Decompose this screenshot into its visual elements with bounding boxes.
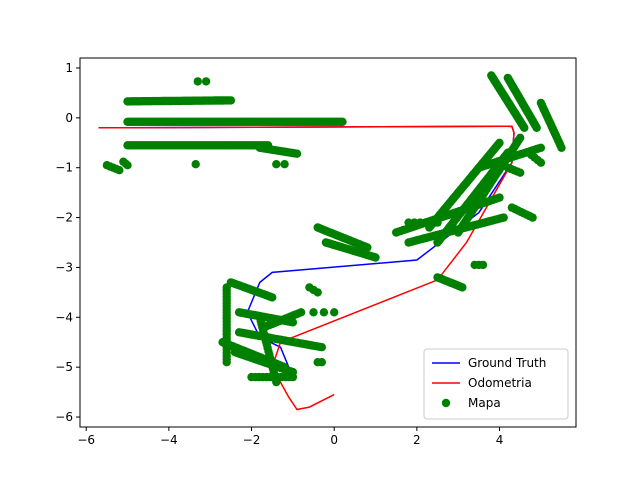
scatter-point: [226, 96, 236, 105]
scatter-point: [433, 218, 442, 227]
scatter-point: [478, 260, 488, 270]
y-tick-label: −2: [55, 211, 73, 225]
scatter-point: [296, 308, 306, 317]
y-tick-label: 0: [65, 111, 73, 125]
scatter-point: [416, 218, 425, 227]
scatter-point: [536, 143, 546, 152]
x-tick-label: 0: [330, 433, 338, 447]
scatter-point: [319, 308, 329, 317]
legend-swatch-mapa: [441, 398, 451, 408]
x-tick-label: −4: [160, 433, 178, 447]
series-line-odometria: [98, 125, 515, 411]
scatter-point: [115, 166, 124, 175]
scatter-point: [528, 213, 537, 222]
scatter-point: [280, 160, 289, 169]
x-tick-label: 4: [496, 433, 504, 447]
y-tick-label: −5: [55, 360, 73, 374]
axis-ticks: −6 −4 −2 0 2 4 1 0 −1 −2 −3 −4 −5 −6: [55, 61, 503, 447]
legend-label-ground-truth: Ground Truth: [468, 356, 546, 370]
legend-label-odometria: Odometria: [468, 376, 532, 390]
scatter-point: [313, 288, 322, 297]
scatter-point: [557, 143, 566, 152]
scatter-point: [458, 283, 467, 292]
x-tick-label: −2: [243, 433, 261, 447]
y-tick-label: −1: [55, 161, 73, 175]
scatter-point: [193, 77, 202, 86]
series-scatter-mapa: [102, 71, 566, 387]
scatter-point: [495, 138, 504, 147]
y-tick-label: −3: [55, 260, 73, 274]
scatter-point: [404, 218, 413, 227]
scatter-point: [272, 160, 281, 169]
scatter-point: [201, 77, 211, 86]
scatter-point: [532, 123, 541, 132]
legend: Ground Truth Odometria Mapa: [423, 348, 569, 420]
scatter-point: [292, 149, 302, 158]
x-tick-label: −6: [77, 433, 95, 447]
scatter-point: [363, 243, 372, 252]
axes-frame: [79, 57, 577, 428]
y-tick-label: −6: [55, 410, 73, 424]
scatter-point: [516, 133, 525, 142]
scatter-point: [410, 218, 419, 227]
scatter-point: [499, 213, 508, 222]
scatter-point: [330, 308, 339, 317]
x-tick-label: 2: [413, 433, 421, 447]
scatter-point: [222, 358, 231, 367]
scatter-point: [191, 160, 200, 169]
scatter-point: [123, 161, 132, 170]
y-tick-label: −4: [55, 310, 73, 324]
scatter-point: [495, 193, 504, 202]
scatter-point: [338, 117, 347, 127]
scatter-point: [288, 372, 298, 382]
scatter-point: [371, 253, 380, 262]
scatter-point: [516, 168, 525, 177]
scatter-point: [427, 218, 436, 227]
scatter-point: [268, 293, 277, 302]
scatter-point: [520, 123, 529, 132]
legend-box: [423, 348, 569, 420]
scatter-point: [536, 158, 546, 167]
scatter-point: [309, 308, 318, 317]
scatter-point: [317, 358, 326, 367]
legend-label-mapa: Mapa: [468, 396, 501, 410]
y-tick-label: 1: [65, 61, 73, 75]
plot-area: [98, 71, 566, 411]
scatter-point: [317, 343, 326, 352]
